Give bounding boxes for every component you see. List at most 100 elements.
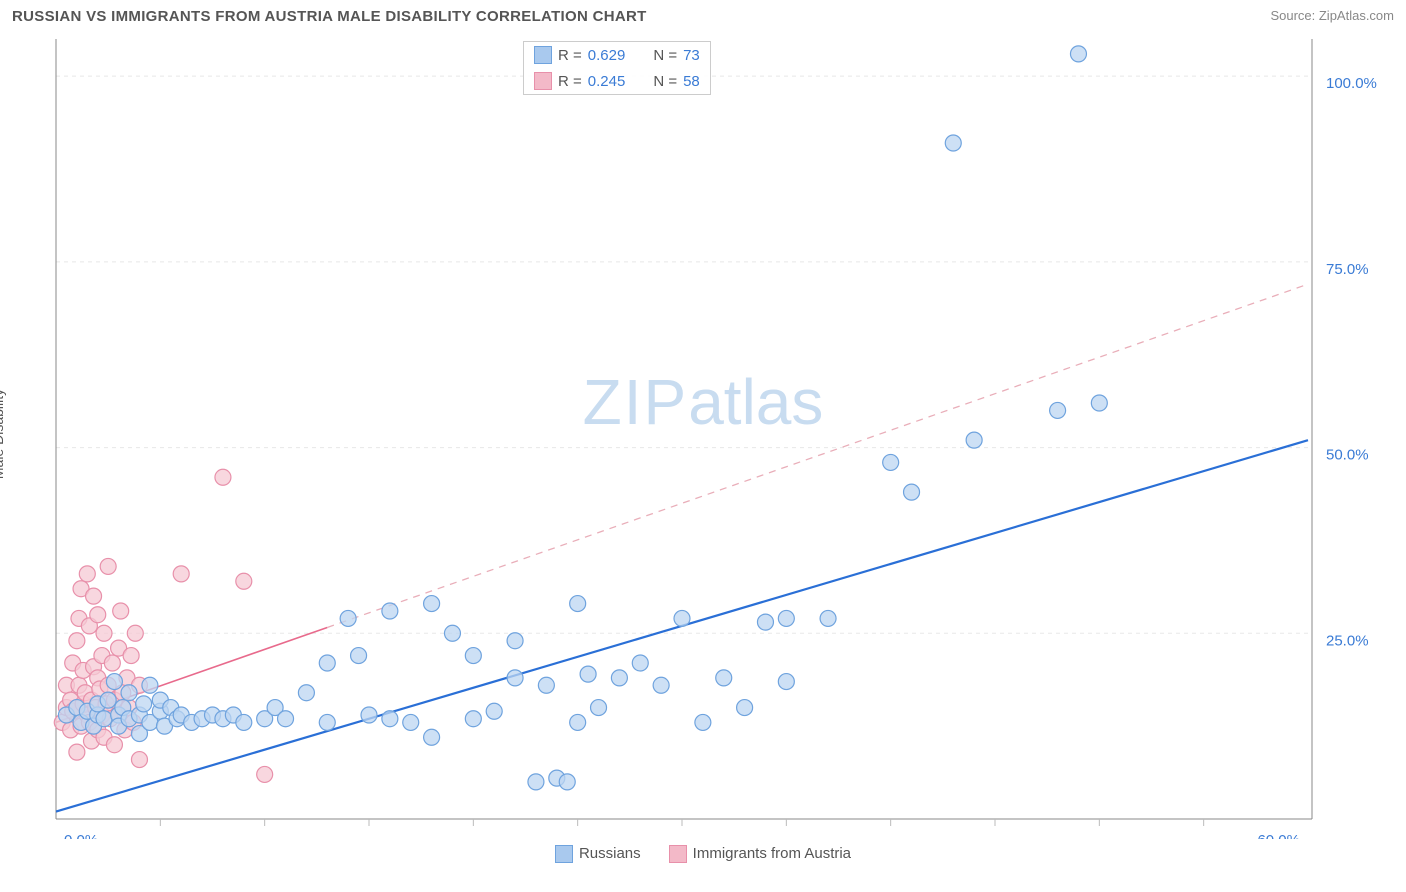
data-point xyxy=(278,711,294,727)
data-point xyxy=(90,607,106,623)
legend-item-austria: Immigrants from Austria xyxy=(669,845,851,863)
legend-item-russians: Russians xyxy=(555,845,641,863)
svg-text:75.0%: 75.0% xyxy=(1326,261,1369,278)
data-point xyxy=(69,744,85,760)
source-name: ZipAtlas.com xyxy=(1319,8,1394,23)
data-point xyxy=(127,625,143,641)
page-title: RUSSIAN VS IMMIGRANTS FROM AUSTRIA MALE … xyxy=(12,8,647,25)
data-point xyxy=(632,655,648,671)
data-point xyxy=(611,670,627,686)
data-point xyxy=(113,603,129,619)
r-value: 0.245 xyxy=(588,73,626,90)
data-point xyxy=(486,703,502,719)
data-point xyxy=(351,648,367,664)
data-point xyxy=(757,614,773,630)
data-point xyxy=(580,666,596,682)
data-point xyxy=(1070,46,1086,62)
data-point xyxy=(403,714,419,730)
data-point xyxy=(123,648,139,664)
n-label: N = xyxy=(653,73,677,90)
data-point xyxy=(319,714,335,730)
data-point xyxy=(319,655,335,671)
data-point xyxy=(528,774,544,790)
source-attribution: Source: ZipAtlas.com xyxy=(1270,8,1394,23)
svg-text:100.0%: 100.0% xyxy=(1326,75,1377,92)
data-point xyxy=(100,692,116,708)
svg-text:0.0%: 0.0% xyxy=(64,832,98,839)
data-point xyxy=(382,603,398,619)
r-value: 0.629 xyxy=(588,47,626,64)
bottom-legend: Russians Immigrants from Austria xyxy=(8,839,1398,863)
data-point xyxy=(86,588,102,604)
n-value: 73 xyxy=(683,47,700,64)
data-point xyxy=(945,135,961,151)
data-point xyxy=(236,573,252,589)
r-label: R = xyxy=(558,73,582,90)
data-point xyxy=(653,677,669,693)
data-point xyxy=(382,711,398,727)
data-point xyxy=(121,685,137,701)
data-point xyxy=(465,711,481,727)
data-point xyxy=(966,432,982,448)
legend-swatch xyxy=(555,845,573,863)
legend-label: Immigrants from Austria xyxy=(693,845,851,862)
svg-text:50.0%: 50.0% xyxy=(1326,447,1369,464)
data-point xyxy=(96,625,112,641)
data-point xyxy=(1050,402,1066,418)
data-point xyxy=(131,752,147,768)
legend-swatch xyxy=(669,845,687,863)
data-point xyxy=(106,737,122,753)
data-point xyxy=(100,558,116,574)
data-point xyxy=(298,685,314,701)
data-point xyxy=(778,674,794,690)
r-label: R = xyxy=(558,47,582,64)
data-point xyxy=(570,714,586,730)
data-point xyxy=(591,700,607,716)
stats-row-austria: R = 0.245 N = 58 xyxy=(524,68,710,94)
data-point xyxy=(716,670,732,686)
data-point xyxy=(507,633,523,649)
svg-text:25.0%: 25.0% xyxy=(1326,632,1369,649)
stats-row-russians: R = 0.629 N = 73 xyxy=(524,42,710,68)
n-value: 58 xyxy=(683,73,700,90)
chart-container: Male Disability 25.0%50.0%75.0%100.0%0.0… xyxy=(8,29,1398,839)
stats-swatch xyxy=(534,72,552,90)
data-point xyxy=(883,454,899,470)
y-axis-label: Male Disability xyxy=(0,389,6,479)
data-point xyxy=(570,596,586,612)
svg-text:60.0%: 60.0% xyxy=(1257,832,1300,839)
data-point xyxy=(96,711,112,727)
data-point xyxy=(465,648,481,664)
data-point xyxy=(142,677,158,693)
data-point xyxy=(173,566,189,582)
source-label: Source: xyxy=(1270,8,1318,23)
data-point xyxy=(737,700,753,716)
data-point xyxy=(538,677,554,693)
data-point xyxy=(507,670,523,686)
data-point xyxy=(69,633,85,649)
data-point xyxy=(674,610,690,626)
correlation-stats-box: R = 0.629 N = 73 R = 0.245 N = 58 xyxy=(523,41,711,95)
data-point xyxy=(106,674,122,690)
data-point xyxy=(257,766,273,782)
data-point xyxy=(444,625,460,641)
data-point xyxy=(904,484,920,500)
data-point xyxy=(778,610,794,626)
stats-swatch xyxy=(534,46,552,64)
data-point xyxy=(104,655,120,671)
data-point xyxy=(695,714,711,730)
data-point xyxy=(79,566,95,582)
data-point xyxy=(424,729,440,745)
data-point xyxy=(361,707,377,723)
data-point xyxy=(820,610,836,626)
data-point xyxy=(236,714,252,730)
data-point xyxy=(1091,395,1107,411)
data-point xyxy=(215,469,231,485)
data-point xyxy=(559,774,575,790)
legend-label: Russians xyxy=(579,845,641,862)
data-point xyxy=(424,596,440,612)
data-point xyxy=(340,610,356,626)
n-label: N = xyxy=(653,47,677,64)
scatter-chart: 25.0% 50.0% 75.0% 100.0% 0.0% 60.0% xyxy=(8,29,1398,839)
data-point xyxy=(136,696,152,712)
